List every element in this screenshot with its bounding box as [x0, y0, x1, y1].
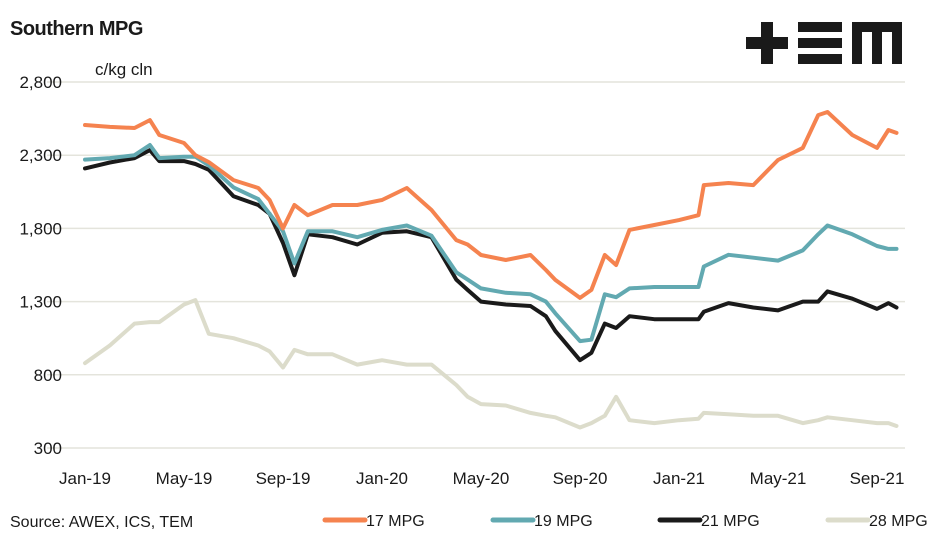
y-tick-label: 1,300 — [19, 293, 62, 312]
x-tick-label: Sep-19 — [256, 469, 311, 488]
x-tick-label: Jan-20 — [356, 469, 408, 488]
y-tick-label: 800 — [34, 366, 62, 385]
y-tick-label: 2,800 — [19, 73, 62, 92]
x-tick-label: May-21 — [750, 469, 807, 488]
series-line-17-mpg — [83, 110, 899, 300]
x-tick-label: Jan-21 — [653, 469, 705, 488]
x-tick-label: Sep-20 — [553, 469, 608, 488]
y-tick-label: 1,800 — [19, 219, 62, 238]
legend-label: 17 MPG — [366, 513, 425, 530]
series-line-19-mpg — [83, 143, 899, 344]
chart-title: Southern MPG — [10, 18, 143, 40]
x-tick-label: May-19 — [156, 469, 213, 488]
source-note: Source: AWEX, ICS, TEM — [10, 514, 194, 531]
x-tick-label: Jan-19 — [59, 469, 111, 488]
y-tick-label: 2,300 — [19, 146, 62, 165]
x-tick-label: May-20 — [453, 469, 510, 488]
series-line-28-mpg — [83, 298, 899, 430]
legend-label: 21 MPG — [701, 513, 760, 530]
x-tick-label: Sep-21 — [850, 469, 905, 488]
legend-label: 28 MPG — [869, 513, 928, 530]
legend-label: 19 MPG — [534, 513, 593, 530]
logo — [746, 22, 902, 64]
series-line-21-mpg — [83, 148, 899, 363]
y-axis-label: c/kg cln — [95, 60, 153, 79]
y-tick-label: 300 — [34, 439, 62, 458]
